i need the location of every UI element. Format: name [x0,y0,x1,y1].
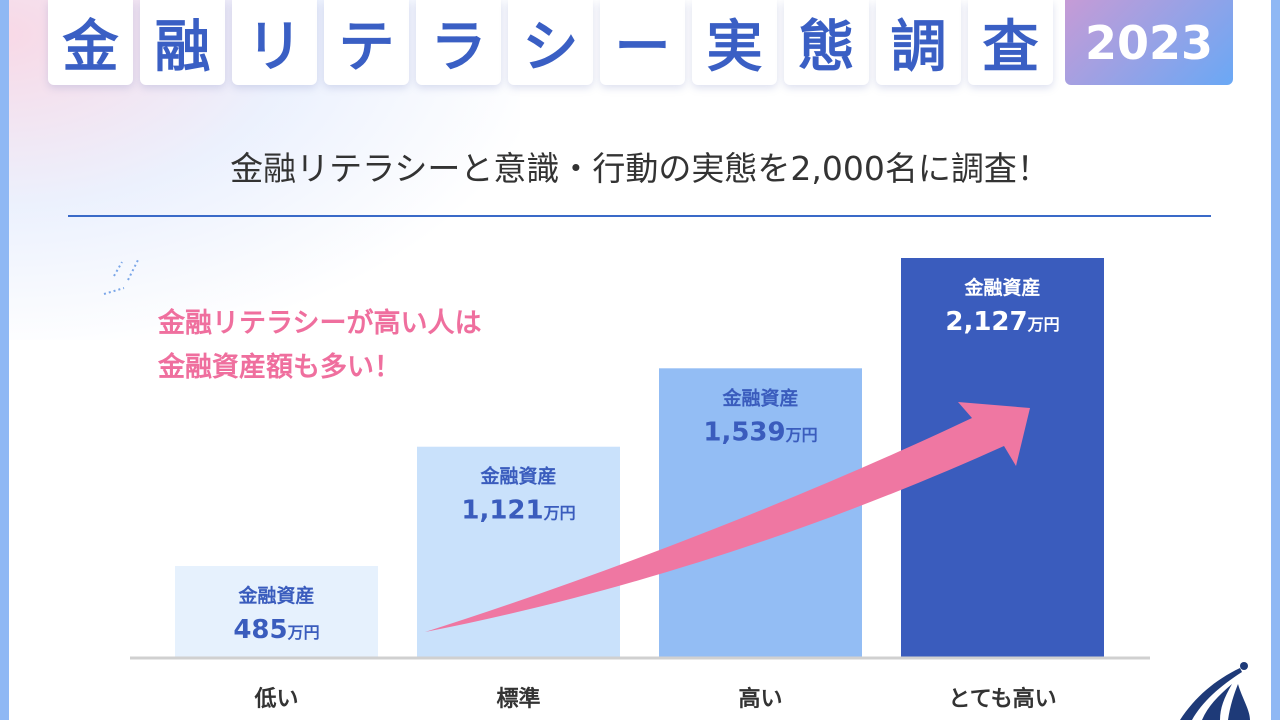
bar-label: 金融資産 [963,276,1040,299]
title-tile: 調 [876,0,961,85]
title-tiles: 金融リテラシー実態調査 [48,0,1053,85]
title-tile: 実 [692,0,777,85]
divider [68,215,1211,217]
annotation-line1: 金融リテラシーが高い人は [158,308,482,339]
annotation: 金融リテラシーが高い人は 金融資産額も多い！ [158,302,481,390]
title-tile: 査 [968,0,1053,85]
category-label: 標準 [496,686,540,712]
annotation-line2: 金融資産額も多い！ [158,352,401,383]
data-label: 1,539万円 [703,417,817,447]
title-tile: 態 [784,0,869,85]
title-tile: ラ [416,0,501,85]
bar-label: 金融資産 [479,465,556,488]
title-tile: テ [324,0,409,85]
title-tile: リ [232,0,317,85]
title-tile: 融 [140,0,225,85]
title-tile: 金 [48,0,133,85]
category-label: 低い [253,687,298,712]
bar-label: 金融資産 [237,584,314,607]
category-label: 高い [738,686,782,712]
right-border [1271,0,1280,720]
bar-label: 金融資産 [721,386,798,409]
year-badge: 2023 [1065,0,1233,85]
company-logo [1180,662,1250,720]
bar [417,446,620,657]
subtitle: 金融リテラシーと意識・行動の実態を2,000名に調査！ [230,149,1050,188]
title-tile: ー [600,0,685,85]
title-tile: シ [508,0,593,85]
bar [175,566,378,657]
trend-arrow [425,402,1030,632]
sparkle-icon [103,259,139,295]
data-label: 485万円 [233,615,319,645]
data-label: 1,121万円 [461,496,575,526]
data-label: 2,127万円 [945,307,1059,337]
left-border [0,0,9,720]
category-label: とても高い [948,686,1056,712]
